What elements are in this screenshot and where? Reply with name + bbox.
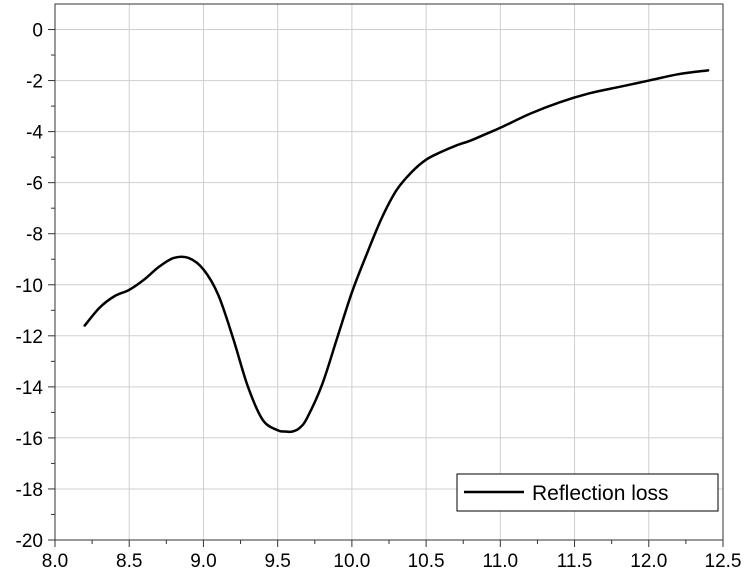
axis-ticks xyxy=(48,29,724,547)
y-tick-label: -12 xyxy=(16,327,43,348)
x-tick-label: 11.0 xyxy=(483,551,519,572)
x-tick-label: 12.0 xyxy=(630,551,667,572)
x-tick-label: 12.5 xyxy=(705,551,742,572)
x-axis-tick-labels: 8.0 8.5 9.0 9.5 10.0 10.5 11.0 11.5 12.0 12.5 xyxy=(42,551,742,572)
x-tick-label: 8.0 xyxy=(42,551,68,572)
y-tick-label: -4 xyxy=(26,123,43,144)
x-tick-label: 10.5 xyxy=(408,551,445,572)
x-tick-label: 9.5 xyxy=(264,551,290,572)
y-tick-label: -10 xyxy=(16,276,43,297)
series-lines xyxy=(83,69,710,434)
y-tick-label: -20 xyxy=(16,531,43,552)
y-tick-label: 0 xyxy=(32,21,43,42)
x-tick-label: 9.0 xyxy=(190,551,216,572)
y-tick-label: -18 xyxy=(16,480,43,501)
x-tick-label: 11.5 xyxy=(557,551,593,572)
y-tick-label: -6 xyxy=(26,174,43,195)
legend: Reflection loss xyxy=(456,473,719,512)
x-tick-label: 10.0 xyxy=(333,551,370,572)
series-line-reflection-loss xyxy=(83,69,710,434)
y-tick-label: -8 xyxy=(26,225,43,246)
y-tick-label: -14 xyxy=(16,378,44,399)
legend-label: Reflection loss xyxy=(532,482,669,505)
x-tick-label: 8.5 xyxy=(116,551,142,572)
y-axis-tick-labels: 0 -2 -4 -6 -8 -10 -12 -14 -16 -18 -20 xyxy=(16,21,44,552)
gridlines xyxy=(55,4,723,540)
y-tick-label: -2 xyxy=(26,72,43,93)
y-tick-label: -16 xyxy=(16,429,43,450)
